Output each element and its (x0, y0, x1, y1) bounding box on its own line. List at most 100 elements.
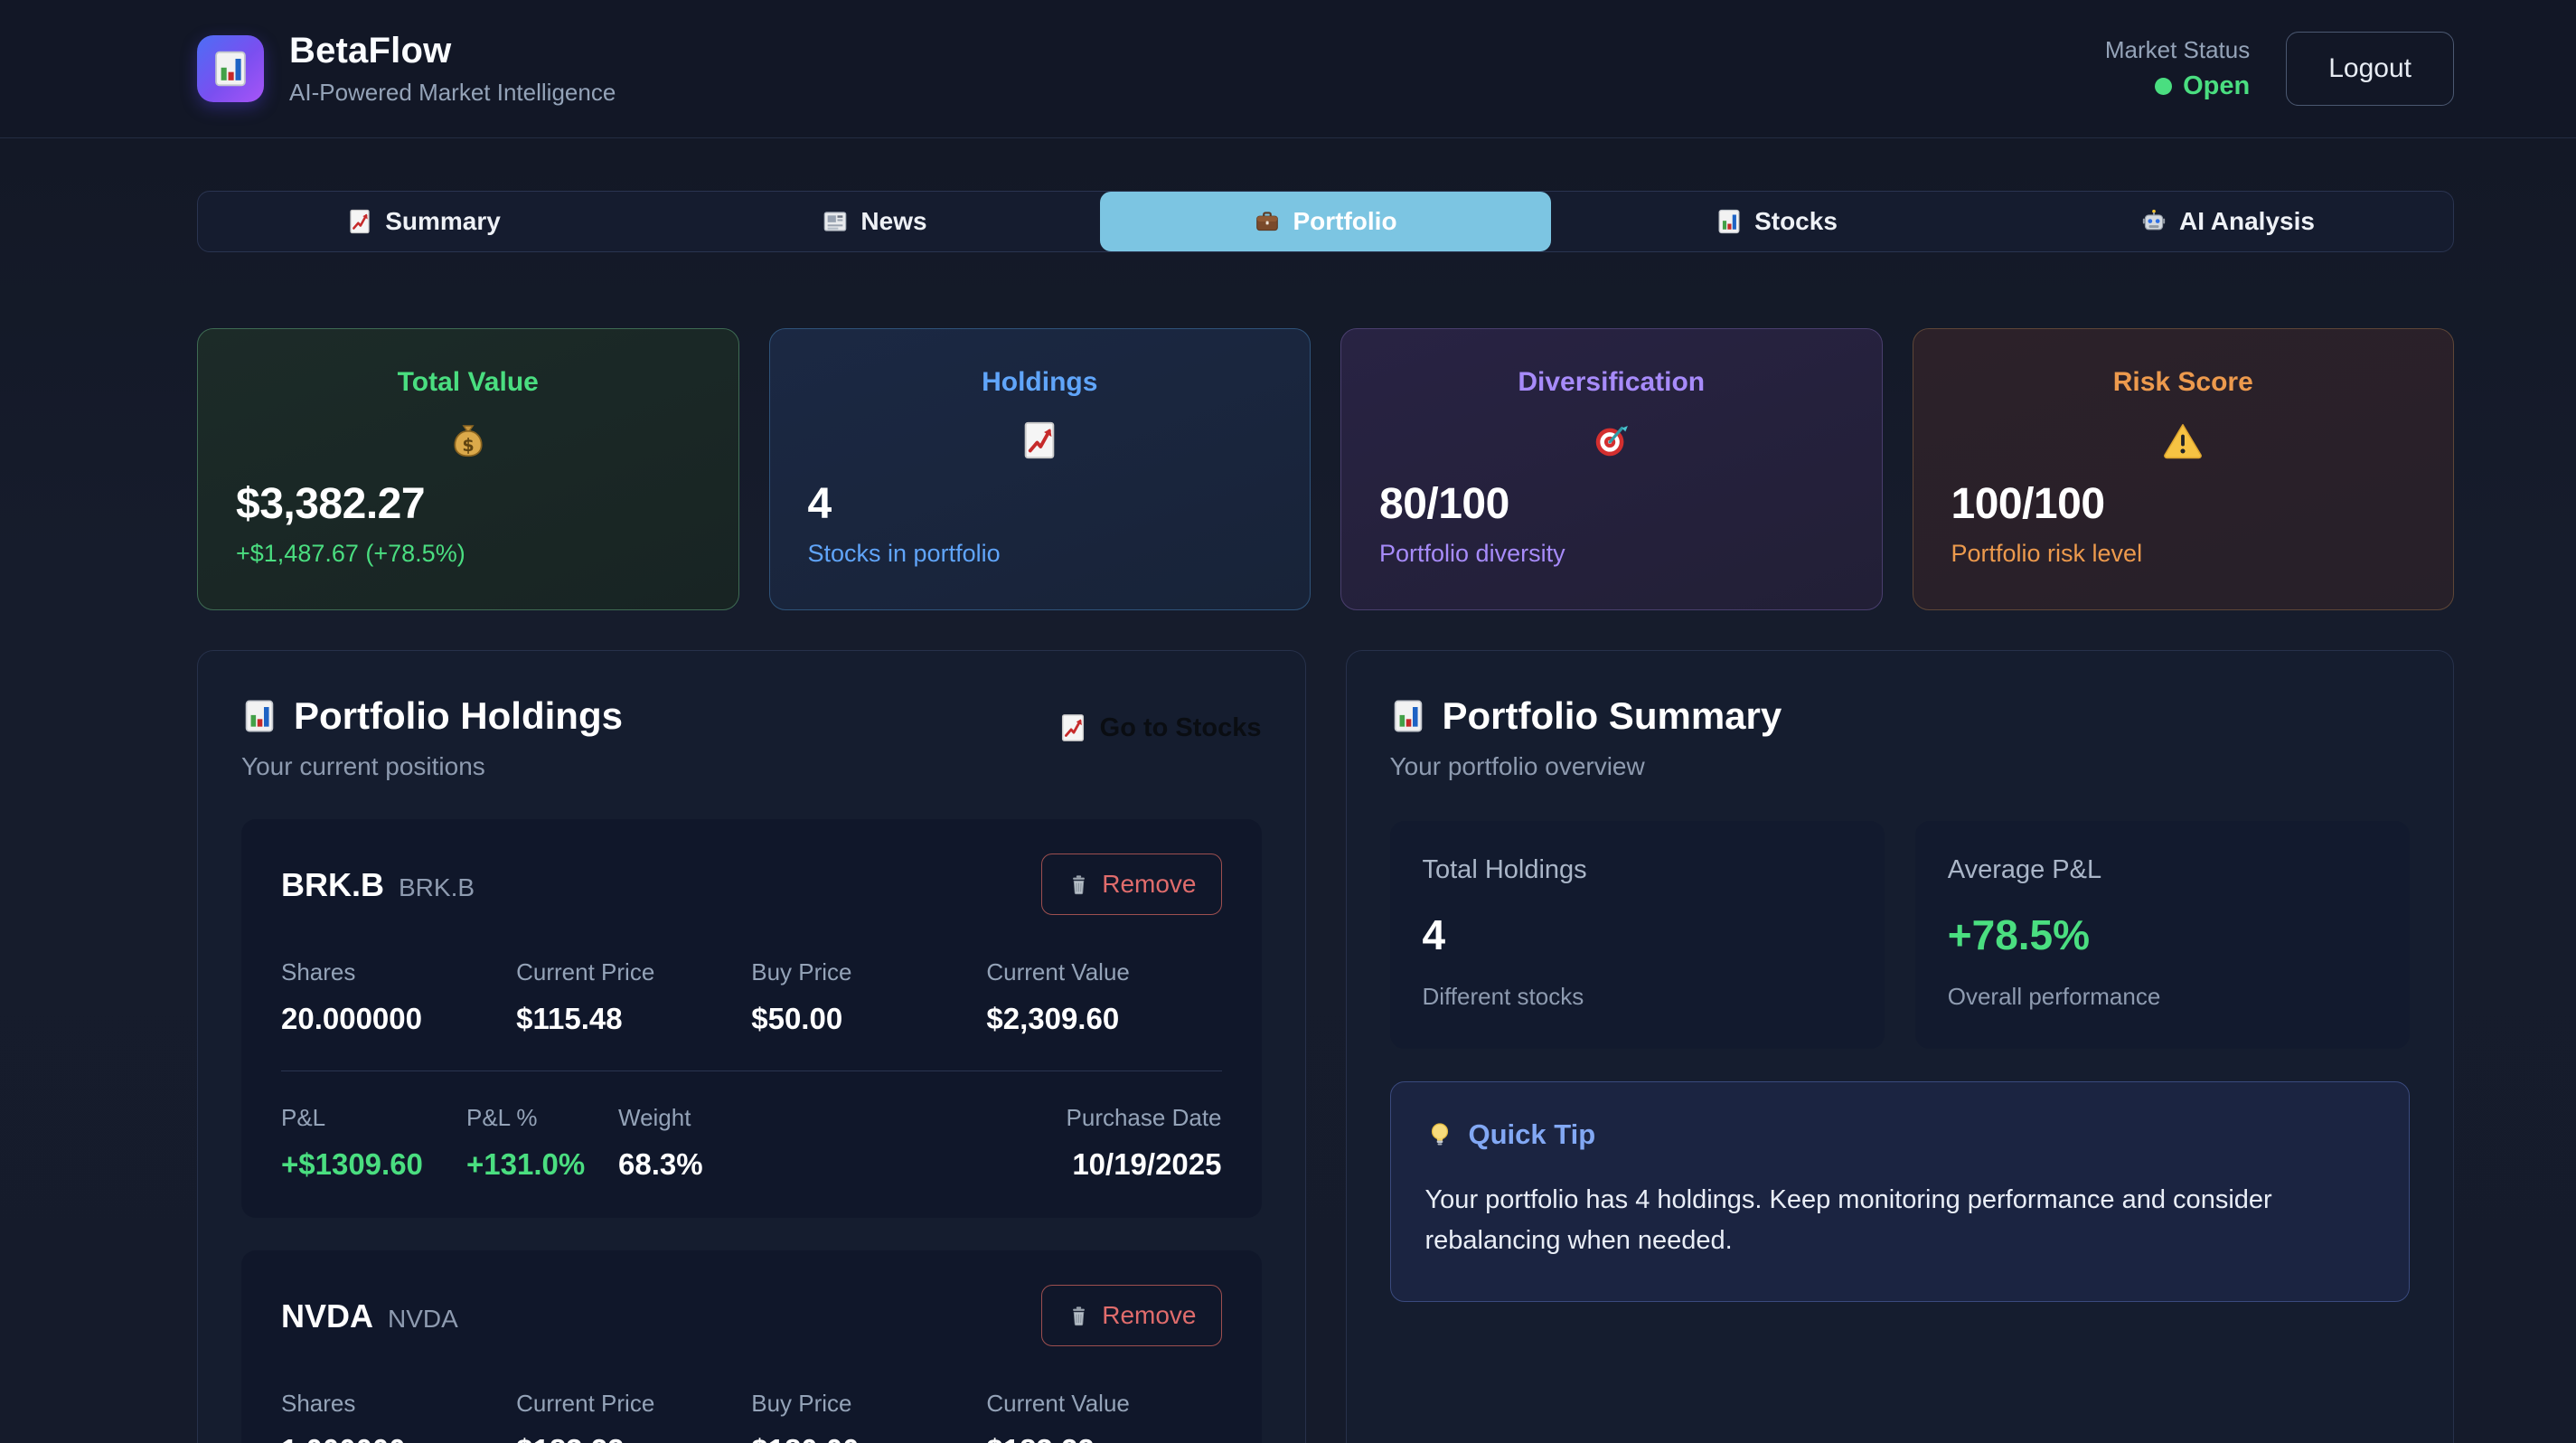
metric-label: P&L % (466, 1104, 538, 1131)
metric-current-value: Current Value $183.22 (986, 1390, 1221, 1443)
metric-label: P&L (281, 1104, 326, 1131)
remove-stock-button[interactable]: Remove (1041, 854, 1222, 915)
market-status: Market Status Open (2105, 36, 2250, 101)
metric-value: $115.48 (516, 1002, 623, 1035)
quick-tip-body: Your portfolio has 4 holdings. Keep moni… (1424, 1185, 2272, 1255)
chart-increasing-icon (1058, 712, 1088, 743)
summary-boxes: Total Holdings 4 Different stocks Averag… (1389, 821, 2410, 1049)
stock-card-brkb: BRK.B BRK.B Remove Shares 20.000000 (241, 819, 1262, 1218)
remove-stock-button[interactable]: Remove (1041, 1285, 1222, 1346)
metric-value: $180.00 (751, 1433, 986, 1443)
stock-symbol: NVDA (281, 1297, 374, 1335)
metric-value: 10/19/2025 (1072, 1147, 1222, 1181)
stat-card-diversification: Diversification 80/100 Portfolio diversi… (1340, 328, 1883, 610)
metric-shares: Shares 20.000000 (281, 958, 516, 1036)
metric-label: Weight (618, 1104, 691, 1131)
metric-pnl: P&L +$1309.60 (281, 1104, 466, 1182)
warning-icon (2162, 420, 2204, 461)
stat-card-risk-score: Risk Score 100/100 Portfolio risk level (1912, 328, 2454, 610)
go-to-stocks-button[interactable]: Go to Stocks (1058, 712, 1262, 743)
metric-label: Buy Price (751, 1390, 852, 1417)
stock-name: NVDA (388, 1305, 458, 1333)
remove-label: Remove (1102, 870, 1197, 898)
stock-identity: NVDA NVDA (281, 1285, 458, 1335)
metric-value: $183.22 (516, 1433, 751, 1443)
app-header: BetaFlow AI-Powered Market Intelligence … (0, 0, 2576, 138)
brand-text: BetaFlow AI-Powered Market Intelligence (289, 31, 616, 107)
tab-portfolio-label: Portfolio (1293, 207, 1397, 235)
holdings-panel-heading: Portfolio Holdings Your current position… (241, 694, 623, 781)
chart-increasing-icon (1019, 420, 1060, 461)
robot-icon (2140, 208, 2167, 235)
metric-purchase-date: Purchase Date 10/19/2025 (1067, 1104, 1222, 1182)
stock-identity: BRK.B BRK.B (281, 854, 475, 904)
brand: BetaFlow AI-Powered Market Intelligence (197, 31, 616, 107)
metric-current-value: Current Value $2,309.60 (986, 958, 1221, 1036)
divider (281, 1070, 1222, 1071)
app-tagline: AI-Powered Market Intelligence (289, 79, 616, 106)
stat-title: Risk Score (2112, 367, 2253, 397)
stat-cards-row: Total Value $3,382.27 +$1,487.67 (+78.5%… (197, 328, 2454, 610)
go-to-stocks-label: Go to Stocks (1099, 712, 1262, 742)
logout-button[interactable]: Logout (2286, 32, 2454, 106)
tab-ai-analysis[interactable]: AI Analysis (2002, 192, 2453, 251)
stock-name: BRK.B (399, 873, 475, 901)
portfolio-summary-panel: Portfolio Summary Your portfolio overvie… (1345, 650, 2454, 1443)
status-dot-icon (2155, 78, 2173, 95)
tab-news-label: News (860, 207, 927, 235)
stat-value: $3,382.27 (236, 480, 426, 528)
tab-stocks[interactable]: Stocks (1551, 192, 2002, 251)
briefcase-icon (1254, 208, 1281, 235)
stat-value: 4 (807, 480, 832, 528)
header-right: Market Status Open Logout (2105, 32, 2454, 106)
metric-buy-price: Buy Price $180.00 (751, 1390, 986, 1443)
newspaper-icon (822, 208, 849, 235)
stat-card-total-value: Total Value $3,382.27 +$1,487.67 (+78.5%… (197, 328, 739, 610)
light-bulb-icon (1425, 1120, 1454, 1149)
market-status-value: Open (2105, 71, 2250, 101)
stock-symbol: BRK.B (281, 866, 384, 903)
main-tabbar: Summary News Portfolio Stocks AI Analysi… (197, 191, 2454, 252)
remove-label: Remove (1102, 1301, 1197, 1329)
tab-ai-analysis-label: AI Analysis (2179, 207, 2315, 235)
average-pnl-box: Average P&L +78.5% Overall performance (1914, 821, 2410, 1049)
tab-portfolio[interactable]: Portfolio (1100, 192, 1551, 251)
stock-metrics-row: Shares 20.000000 Current Price $115.48 B… (281, 958, 1222, 1036)
metric-value: 20.000000 (281, 1002, 422, 1035)
tab-summary[interactable]: Summary (198, 192, 649, 251)
metric-value: $183.22 (986, 1433, 1221, 1443)
main-content: Portfolio Holdings Your current position… (197, 650, 2454, 1443)
bar-chart-icon (211, 49, 250, 89)
holdings-panel-title: Portfolio Holdings (241, 694, 623, 738)
trash-icon (1067, 1304, 1091, 1328)
stock-card-nvda: NVDA NVDA Remove Shares 1.000000 (241, 1250, 1262, 1443)
metric-label: Current Price (516, 958, 655, 986)
stat-subtitle: Portfolio risk level (1951, 540, 2143, 567)
total-holdings-value: 4 (1422, 911, 1446, 958)
metric-buy-price: Buy Price $50.00 (751, 958, 986, 1036)
metric-label: Current Value (986, 1390, 1130, 1417)
stat-value: 100/100 (1951, 480, 2106, 528)
metric-label: Current Price (516, 1390, 655, 1417)
tab-stocks-label: Stocks (1754, 207, 1838, 235)
total-holdings-box: Total Holdings 4 Different stocks (1389, 821, 1885, 1049)
app-logo (197, 35, 264, 102)
stock-metrics-row: Shares 1.000000 Current Price $183.22 Bu… (281, 1390, 1222, 1443)
tab-news[interactable]: News (649, 192, 1100, 251)
money-bag-icon (447, 420, 489, 461)
quick-tip-title: Quick Tip (1425, 1118, 2375, 1151)
tab-summary-label: Summary (385, 207, 501, 235)
app-title: BetaFlow (289, 31, 452, 71)
stat-subtitle: Stocks in portfolio (807, 540, 1001, 567)
total-holdings-label: Total Holdings (1422, 855, 1587, 884)
market-status-label: Market Status (2104, 36, 2251, 63)
quick-tip-title-text: Quick Tip (1468, 1118, 1596, 1150)
stat-card-holdings: Holdings 4 Stocks in portfolio (768, 328, 1311, 610)
metric-label: Shares (281, 958, 356, 986)
target-icon (1591, 420, 1632, 461)
trash-icon (1067, 872, 1091, 897)
stat-title: Holdings (982, 367, 1098, 397)
metric-label: Purchase Date (1066, 1104, 1222, 1131)
bar-chart-icon (241, 698, 277, 734)
metric-value: +$1309.60 (281, 1147, 423, 1181)
